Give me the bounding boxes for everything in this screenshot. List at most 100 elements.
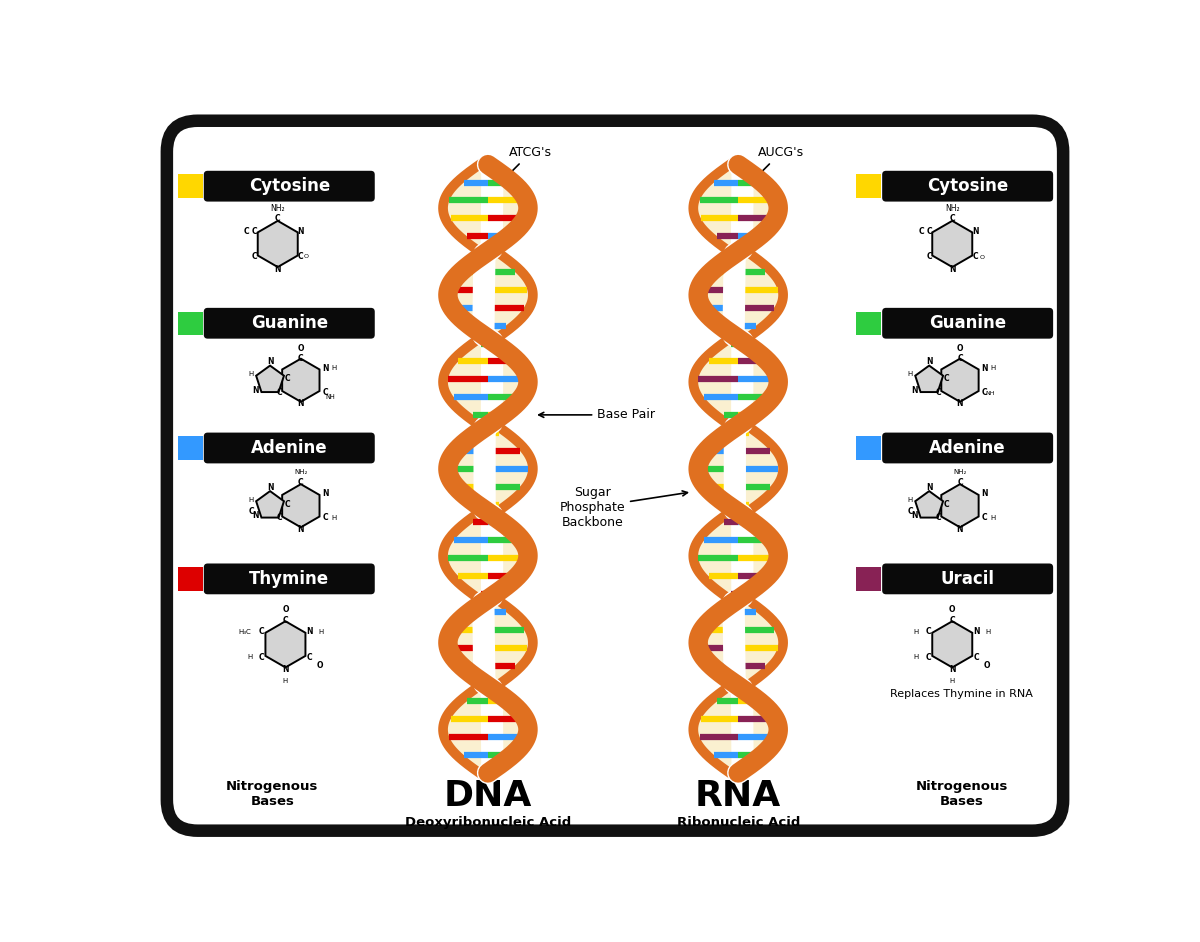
Bar [178,312,203,335]
Text: N: N [926,357,932,366]
Text: N: N [298,227,304,236]
Polygon shape [282,359,319,402]
Text: C: C [943,499,949,509]
Text: N: N [298,525,304,534]
Text: H: H [914,628,919,635]
Text: N: N [982,490,988,498]
Text: C: C [926,252,932,261]
Text: O: O [984,660,990,670]
Text: NH₂: NH₂ [294,469,307,476]
Text: Ribonucleic Acid: Ribonucleic Acid [677,817,800,830]
Text: N: N [973,627,979,636]
FancyBboxPatch shape [882,308,1054,339]
Text: H: H [991,514,996,521]
Text: C: C [926,227,932,236]
Text: Guanine: Guanine [929,315,1007,333]
Polygon shape [282,484,319,528]
Text: C: C [275,214,281,223]
Text: C: C [244,227,250,236]
Text: O: O [956,345,964,353]
FancyBboxPatch shape [167,121,1063,831]
Text: H₃C: H₃C [239,628,251,635]
Text: Deoxyribonucleic Acid: Deoxyribonucleic Acid [404,817,571,830]
Text: DNA: DNA [444,779,532,813]
Text: NH₂: NH₂ [944,203,960,213]
Bar [178,436,203,460]
Text: H: H [949,678,955,684]
FancyBboxPatch shape [882,171,1054,202]
Polygon shape [916,365,943,392]
Bar [178,567,203,591]
Text: H: H [331,514,337,521]
Bar [856,436,881,460]
Bar [856,312,881,335]
Text: C: C [252,252,258,261]
Text: N: N [949,665,955,674]
Text: Thymine: Thymine [250,570,329,588]
Text: O: O [298,345,304,353]
Text: C: C [252,227,258,236]
Text: C: C [276,513,282,522]
Text: N: N [252,386,259,395]
Text: C: C [258,627,264,636]
Text: N: N [298,399,304,409]
Text: H: H [247,654,252,660]
Text: N: N [275,265,281,274]
Polygon shape [256,365,284,392]
Text: N: N [926,483,932,492]
Text: C: C [925,653,931,661]
FancyBboxPatch shape [204,432,374,463]
Text: C: C [973,653,979,661]
Text: H: H [331,365,337,371]
Text: C: C [907,507,913,516]
Polygon shape [932,220,972,267]
Text: H: H [283,678,288,684]
Text: C: C [982,387,988,397]
Text: C: C [323,513,329,522]
Text: Cytosine: Cytosine [248,177,330,195]
Text: C: C [284,374,289,383]
Text: N: N [982,364,988,373]
Text: N: N [972,227,979,236]
Text: C: C [982,513,988,522]
Text: C: C [248,507,254,516]
Text: C: C [284,499,289,509]
Text: C: C [258,653,264,661]
Polygon shape [256,491,284,517]
Text: N: N [252,512,259,521]
FancyBboxPatch shape [204,563,374,594]
Text: Cytosine: Cytosine [928,177,1008,195]
Text: AUCG's: AUCG's [749,146,804,185]
Text: Sugar
Phosphate
Backbone: Sugar Phosphate Backbone [559,486,688,528]
Text: C: C [298,252,304,261]
FancyBboxPatch shape [882,563,1054,594]
Text: H: H [319,628,324,635]
Text: C: C [949,214,955,223]
FancyBboxPatch shape [204,171,374,202]
Text: N: N [323,490,329,498]
Text: C: C [283,615,288,625]
Text: ATCG's: ATCG's [499,146,552,185]
Text: O: O [304,254,310,259]
Text: O: O [282,605,289,614]
Text: O: O [949,605,955,614]
Text: NH₂: NH₂ [953,469,967,476]
Text: N: N [911,386,918,395]
Text: C: C [972,252,978,261]
Text: N: N [266,357,274,366]
Text: C: C [323,387,329,397]
Polygon shape [941,484,979,528]
Text: C: C [949,615,955,625]
Text: N: N [956,399,964,409]
Text: H: H [907,496,913,503]
Text: NH: NH [325,394,335,399]
Text: N: N [911,512,918,521]
Text: N: N [949,265,955,274]
Text: N: N [956,525,964,534]
Text: C: C [936,513,941,522]
Text: C: C [298,478,304,486]
Polygon shape [698,165,779,773]
Text: Uracil: Uracil [941,570,995,588]
Text: C: C [958,354,962,364]
Text: N: N [306,627,313,636]
